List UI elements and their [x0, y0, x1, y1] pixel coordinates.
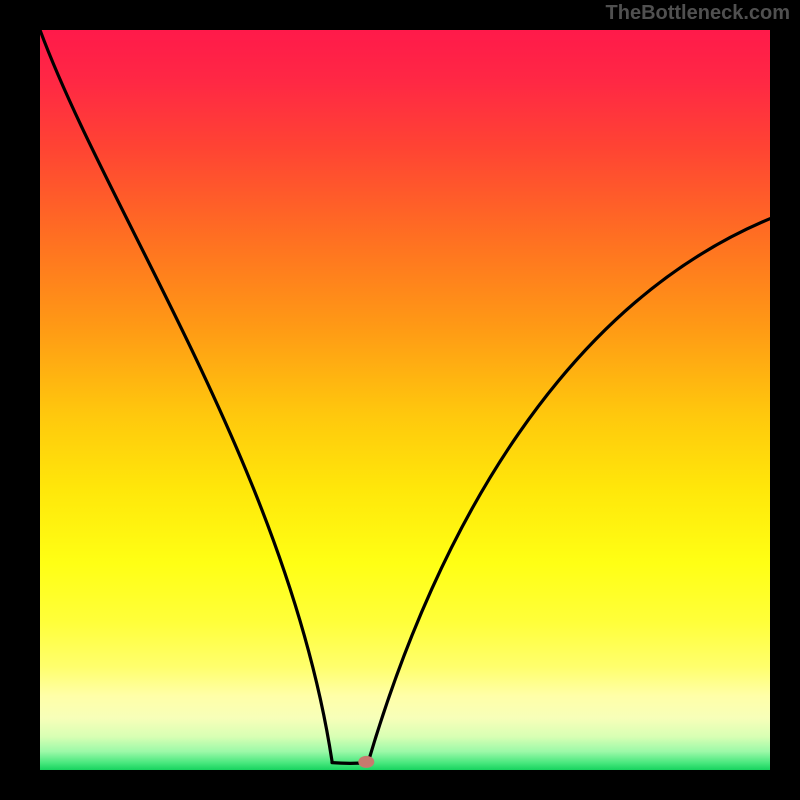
watermark-text: TheBottleneck.com [606, 2, 790, 25]
bottleneck-plot [0, 0, 800, 800]
figure-container: TheBottleneck.com [0, 0, 800, 800]
optimal-point-marker [358, 756, 374, 768]
gradient-plot-area [40, 30, 770, 770]
